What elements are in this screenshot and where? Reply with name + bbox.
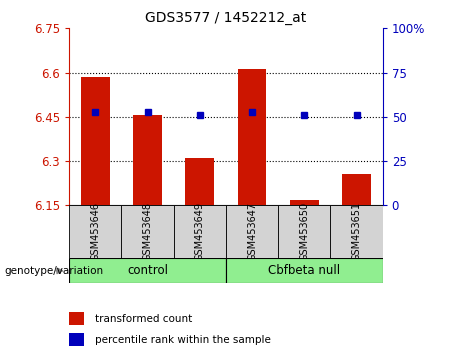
Title: GDS3577 / 1452212_at: GDS3577 / 1452212_at (145, 11, 307, 24)
Bar (342, 175, 371, 205)
Bar (185, 158, 214, 205)
Bar (81, 77, 110, 205)
Text: GSM453647: GSM453647 (247, 202, 257, 262)
Text: transformed count: transformed count (95, 314, 192, 324)
Text: genotype/variation: genotype/variation (5, 266, 104, 276)
FancyBboxPatch shape (121, 205, 174, 258)
Text: Cbfbeta null: Cbfbeta null (268, 264, 340, 277)
Text: GSM453649: GSM453649 (195, 202, 205, 261)
Text: GSM453646: GSM453646 (90, 202, 100, 261)
FancyBboxPatch shape (174, 205, 226, 258)
FancyBboxPatch shape (278, 205, 331, 258)
FancyBboxPatch shape (226, 258, 383, 283)
Text: GSM453651: GSM453651 (351, 202, 361, 262)
Text: percentile rank within the sample: percentile rank within the sample (95, 335, 271, 345)
Bar (133, 115, 162, 205)
Bar (69, 333, 84, 346)
Bar (290, 200, 319, 205)
Text: GSM453648: GSM453648 (142, 202, 153, 261)
Bar (238, 69, 266, 205)
Bar (69, 312, 84, 325)
FancyBboxPatch shape (331, 205, 383, 258)
FancyBboxPatch shape (226, 205, 278, 258)
FancyBboxPatch shape (69, 205, 121, 258)
FancyBboxPatch shape (69, 258, 226, 283)
Text: control: control (127, 264, 168, 277)
Text: GSM453650: GSM453650 (299, 202, 309, 262)
